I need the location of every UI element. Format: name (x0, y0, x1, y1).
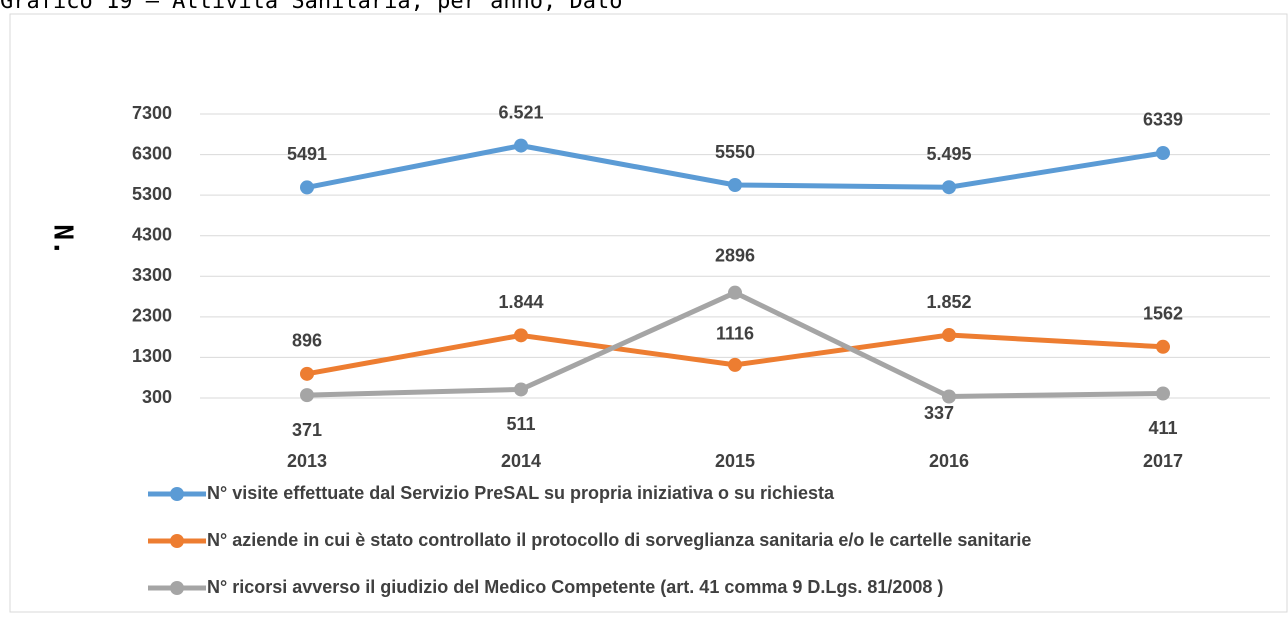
legend-label: N° ricorsi avverso il giudizio del Medic… (207, 577, 943, 597)
x-tick-label: 2014 (501, 451, 541, 471)
x-tick-label: 2016 (929, 451, 969, 471)
legend-label: N° aziende in cui è stato controllato il… (207, 530, 1031, 550)
x-tick-label: 2015 (715, 451, 755, 471)
series-marker (1156, 386, 1170, 401)
series-marker (514, 382, 528, 397)
y-tick-label: 6300 (132, 143, 172, 163)
data-label: 511 (506, 414, 535, 434)
data-label: 411 (1148, 418, 1177, 438)
data-label: 1.844 (498, 292, 543, 312)
data-label: 5491 (287, 144, 327, 164)
data-label: 5550 (715, 142, 755, 162)
series-marker (1156, 339, 1170, 354)
legend-marker (170, 487, 184, 501)
x-tick-label: 2017 (1143, 451, 1183, 471)
chart-title: Grafico 19 – Attività Sanitaria, per ann… (0, 0, 623, 14)
legend-marker (170, 534, 184, 548)
data-label: 6339 (1143, 110, 1183, 130)
series-marker (514, 328, 528, 343)
series-marker (728, 178, 742, 192)
x-tick-label: 2013 (287, 451, 327, 471)
data-label: 1.852 (926, 292, 971, 312)
data-label: 2896 (715, 245, 755, 265)
series-marker (942, 389, 956, 404)
series-marker (514, 138, 528, 153)
y-tick-label: 2300 (132, 306, 172, 326)
y-tick-label: 3300 (132, 265, 172, 285)
series-marker (942, 180, 956, 195)
series-marker (300, 388, 314, 403)
series-marker (728, 285, 742, 300)
series-marker (728, 357, 742, 372)
y-tick-label: 1300 (132, 346, 172, 366)
series-marker (1156, 145, 1170, 160)
series-marker (942, 328, 956, 343)
y-tick-label: 5300 (132, 184, 172, 204)
data-label: 6.521 (498, 102, 543, 122)
data-label: 371 (292, 420, 322, 440)
data-label: 896 (292, 331, 322, 351)
series-marker (300, 180, 314, 195)
data-label: 1116 (716, 324, 754, 344)
data-label: 337 (924, 403, 954, 423)
data-label: 1562 (1143, 304, 1183, 324)
chart-frame (9, 13, 1288, 613)
y-tick-label: 300 (142, 387, 172, 407)
legend-label: N° visite effettuate dal Servizio PreSAL… (207, 483, 835, 503)
data-label: 5.495 (926, 144, 971, 164)
y-tick-label: 4300 (132, 224, 172, 244)
y-axis-label: N. (48, 224, 78, 255)
legend-marker (170, 581, 184, 595)
series-marker (300, 366, 314, 381)
y-tick-label: 7300 (132, 103, 172, 123)
